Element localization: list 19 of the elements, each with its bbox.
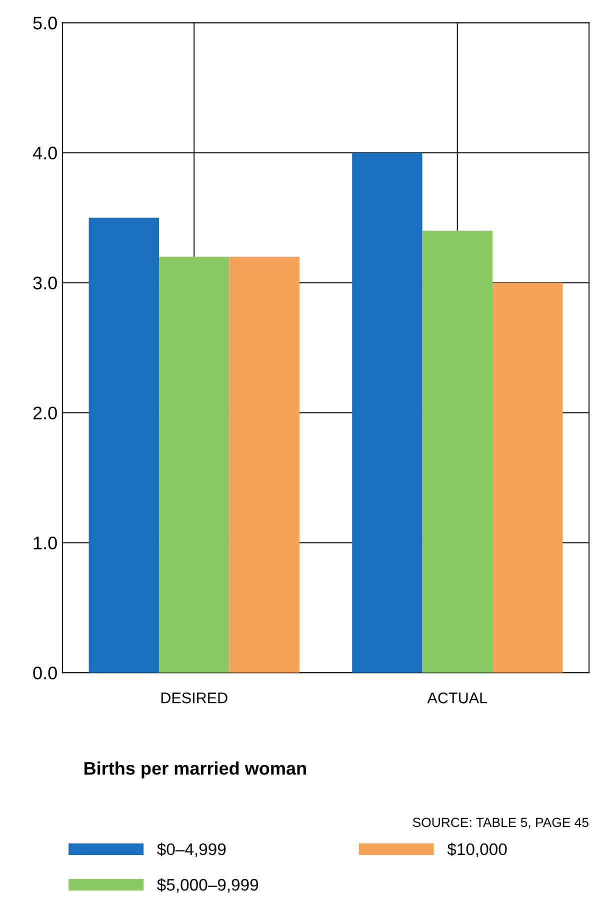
legend-label: $0–4,999 <box>157 842 226 858</box>
bar <box>352 152 422 673</box>
source-note: SOURCE: TABLE 5, PAGE 45 <box>412 818 588 829</box>
legend-label: $10,000 <box>447 842 507 858</box>
y-tick-label: 5.0 <box>33 16 57 30</box>
x-tick-label: DESIRED <box>161 692 228 704</box>
bar <box>159 256 230 673</box>
y-tick-label: 4.0 <box>32 146 57 160</box>
bar <box>492 282 563 673</box>
y-tick-label: 0.0 <box>33 666 57 680</box>
bar <box>88 218 160 673</box>
x-tick-label: ACTUAL <box>427 692 488 704</box>
bar <box>422 230 493 673</box>
text: Births per married woman <box>84 762 306 778</box>
y-tick-label: 1.0 <box>34 536 57 550</box>
y-tick-label: 2.0 <box>33 406 57 420</box>
legend-label: $5,000–9,999 <box>157 878 258 893</box>
y-tick-label: 3.0 <box>33 276 57 290</box>
bar <box>229 256 300 673</box>
